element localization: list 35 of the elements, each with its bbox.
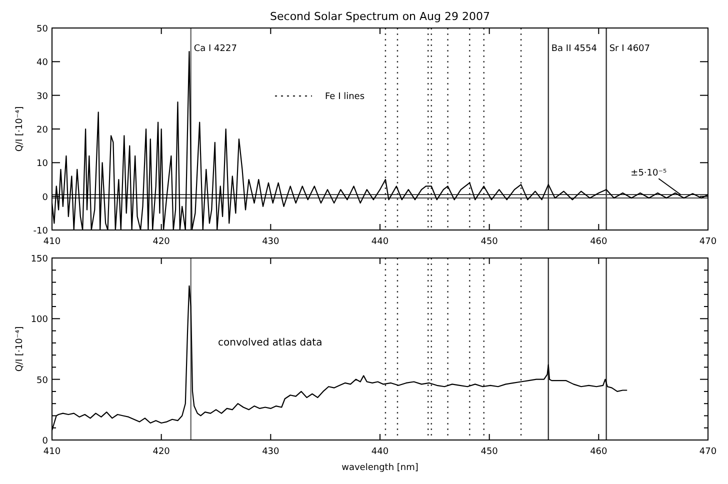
y-tick-label: 0 — [42, 192, 48, 203]
y-tick-label: 20 — [36, 126, 48, 136]
x-tick-label: 410 — [43, 447, 61, 457]
y-axis-title: Q/I [·10⁻⁴] — [15, 326, 25, 372]
ref-line-label: Ba II 4554 — [551, 44, 598, 54]
y-tick-label: 50 — [36, 376, 48, 386]
ref-line-label: Ca I 4227 — [194, 44, 237, 54]
x-tick-label: 430 — [262, 237, 280, 247]
x-tick-label: 420 — [152, 447, 170, 457]
x-tick-label: 450 — [480, 447, 498, 457]
x-tick-label: 470 — [699, 447, 717, 457]
y-tick-label: -10 — [33, 226, 48, 236]
y-tick-label: 30 — [36, 92, 48, 102]
annotation: ±5·10⁻⁵ — [630, 168, 667, 179]
ref-line-label: Sr I 4607 — [609, 44, 650, 54]
y-tick-label: 0 — [42, 436, 48, 446]
x-tick-label: 460 — [590, 237, 608, 247]
chart-title: Second Solar Spectrum on Aug 29 2007 — [270, 10, 490, 23]
y-axis-title: Q/I [·10⁻⁴] — [15, 106, 25, 152]
x-tick-label: 420 — [152, 237, 170, 247]
x-axis-title: wavelength [nm] — [342, 463, 418, 473]
x-tick-label: 460 — [590, 447, 608, 457]
y-tick-label: 100 — [30, 315, 48, 326]
y-tick-label: 10 — [36, 159, 48, 170]
x-tick-label: 410 — [43, 237, 61, 247]
annotation: convolved atlas data — [218, 337, 322, 348]
x-tick-label: 470 — [699, 237, 717, 247]
x-tick-label: 430 — [262, 447, 280, 457]
y-tick-label: 50 — [36, 24, 48, 34]
annotation: Fe I lines — [325, 92, 365, 102]
y-tick-label: 150 — [30, 254, 48, 264]
x-tick-label: 450 — [480, 237, 498, 247]
x-tick-label: 440 — [371, 447, 389, 457]
x-tick-label: 440 — [371, 237, 389, 247]
y-tick-label: 40 — [36, 58, 48, 68]
